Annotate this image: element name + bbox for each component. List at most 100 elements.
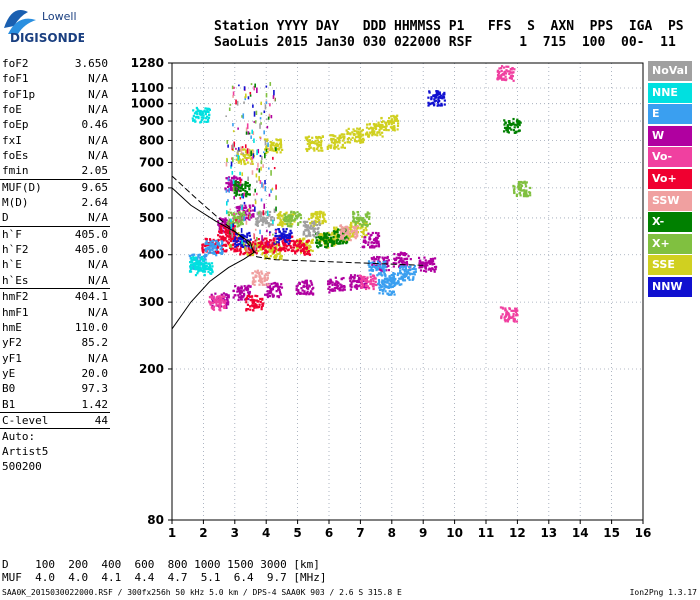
echo-mark — [233, 238, 236, 241]
echo-mark — [260, 160, 263, 165]
echo-mark — [346, 137, 350, 141]
echo-mark — [254, 198, 257, 201]
echo-mark — [235, 187, 239, 190]
echo-mark — [396, 273, 399, 277]
echo-mark — [365, 132, 368, 135]
echo-mark — [316, 211, 319, 214]
echo-mark — [252, 278, 255, 281]
echo-mark — [258, 176, 260, 182]
echo-mark — [213, 252, 217, 255]
echo-mark — [251, 162, 254, 166]
echo-mark — [349, 223, 352, 227]
echo-mark — [268, 239, 272, 242]
echo-mark — [292, 243, 296, 247]
echo-mark — [377, 256, 381, 259]
echo-mark — [266, 229, 268, 233]
echo-mark — [208, 300, 211, 303]
echo-mark — [347, 132, 350, 135]
echo-mark — [360, 130, 363, 133]
echo-mark — [386, 281, 389, 284]
echo-mark — [370, 283, 374, 286]
echo-mark — [198, 266, 201, 269]
echo-mark — [302, 292, 305, 295]
echo-mark — [318, 213, 322, 216]
echo-mark — [247, 176, 249, 182]
echo-mark — [360, 283, 363, 286]
echo-mark — [230, 222, 233, 225]
echo-mark — [248, 248, 251, 251]
echo-mark — [305, 281, 308, 284]
echo-mark — [245, 195, 248, 198]
echo-mark — [315, 236, 318, 239]
echo-mark — [265, 152, 268, 155]
echo-mark — [239, 253, 242, 256]
echo-mark — [385, 277, 389, 280]
echo-mark — [263, 110, 266, 114]
echo-mark — [262, 183, 265, 189]
echo-mark — [207, 116, 211, 119]
echo-mark — [512, 314, 515, 318]
echo-mark — [324, 245, 327, 248]
echo-mark — [326, 283, 330, 286]
echo-mark — [508, 122, 511, 125]
echo-mark — [246, 232, 249, 235]
echo-mark — [362, 278, 365, 281]
echo-mark — [424, 265, 427, 269]
echo-mark — [313, 149, 316, 152]
echo-mark — [222, 305, 225, 308]
echo-mark — [238, 205, 241, 208]
echo-mark — [265, 240, 268, 243]
echo-mark — [302, 233, 305, 236]
echo-mark — [241, 146, 244, 149]
echo-mark — [222, 301, 225, 304]
echo-mark — [259, 123, 261, 129]
echo-mark — [223, 237, 226, 240]
param-name: fmin — [2, 164, 29, 178]
echo-mark — [305, 241, 308, 244]
echo-mark — [282, 242, 285, 245]
echo-mark — [260, 166, 262, 171]
echo-mark — [246, 253, 249, 256]
echo-mark — [250, 156, 253, 160]
echo-mark — [342, 229, 345, 232]
echo-mark — [326, 145, 329, 149]
echo-mark — [203, 267, 207, 270]
echo-mark — [261, 272, 264, 275]
echo-mark — [278, 257, 282, 260]
echo-point — [509, 123, 513, 127]
y-tick-label: 80 — [147, 513, 164, 527]
echo-mark — [373, 257, 376, 261]
echo-mark — [327, 236, 330, 239]
echo-mark — [388, 283, 391, 287]
echo-mark — [323, 234, 326, 237]
echo-point — [239, 289, 243, 294]
echo-mark — [220, 236, 223, 239]
echo-mark — [197, 263, 200, 266]
echo-mark — [263, 212, 266, 215]
echo-mark — [352, 226, 355, 229]
echo-mark — [393, 126, 396, 129]
echo-mark — [243, 216, 246, 222]
echo-mark — [247, 284, 250, 287]
echo-mark — [252, 304, 255, 307]
echo-mark — [351, 235, 354, 238]
param-row: fxI N/A — [2, 133, 108, 148]
echo-mark — [285, 216, 289, 219]
echo-mark — [280, 221, 283, 224]
echo-mark — [270, 218, 273, 221]
echo-mark — [500, 65, 504, 68]
echo-mark — [270, 147, 274, 151]
echo-mark — [231, 85, 234, 90]
echo-mark — [210, 251, 213, 254]
echo-mark — [306, 220, 309, 224]
echo-mark — [397, 272, 400, 275]
y-tick-label: 1100 — [131, 81, 164, 95]
echo-mark — [405, 260, 409, 264]
echo-mark — [390, 115, 393, 118]
echo-mark — [377, 264, 380, 268]
echo-mark — [237, 294, 240, 297]
echo-mark — [421, 262, 424, 266]
echo-mark — [393, 284, 396, 288]
echo-mark — [273, 238, 276, 241]
echo-mark — [248, 151, 252, 155]
